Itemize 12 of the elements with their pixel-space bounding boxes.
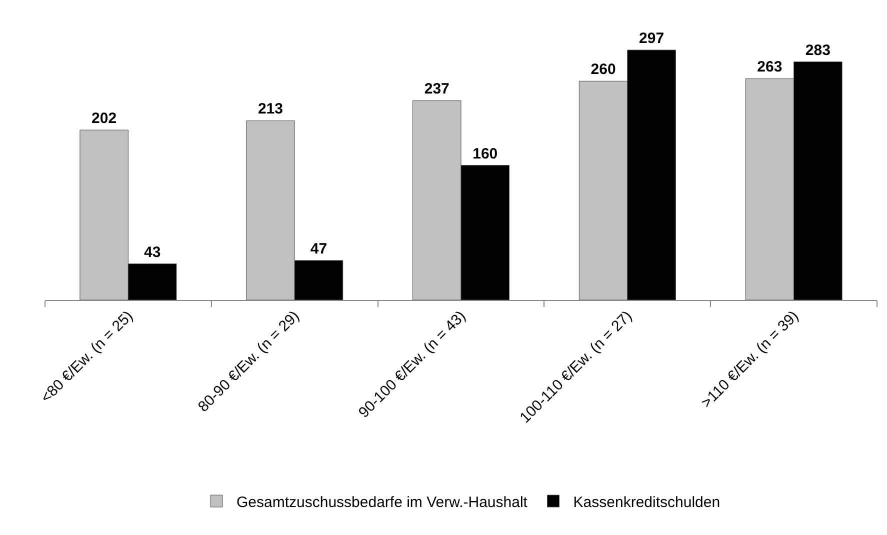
data-label: 43 <box>144 244 161 261</box>
data-label: 283 <box>805 42 830 59</box>
data-label: 263 <box>757 58 782 76</box>
data-label: 213 <box>258 100 283 118</box>
data-label: 260 <box>590 61 616 78</box>
legend-label: Gesamtzuschussbedarfe im Verw.-Haushalt <box>236 494 528 511</box>
data-label: 297 <box>639 30 664 47</box>
data-label: 237 <box>424 80 450 98</box>
data-label: 47 <box>310 240 328 258</box>
legend-label: Kassenkreditschulden <box>573 494 720 511</box>
data-label: 160 <box>472 145 498 162</box>
data-label: 202 <box>92 110 117 127</box>
